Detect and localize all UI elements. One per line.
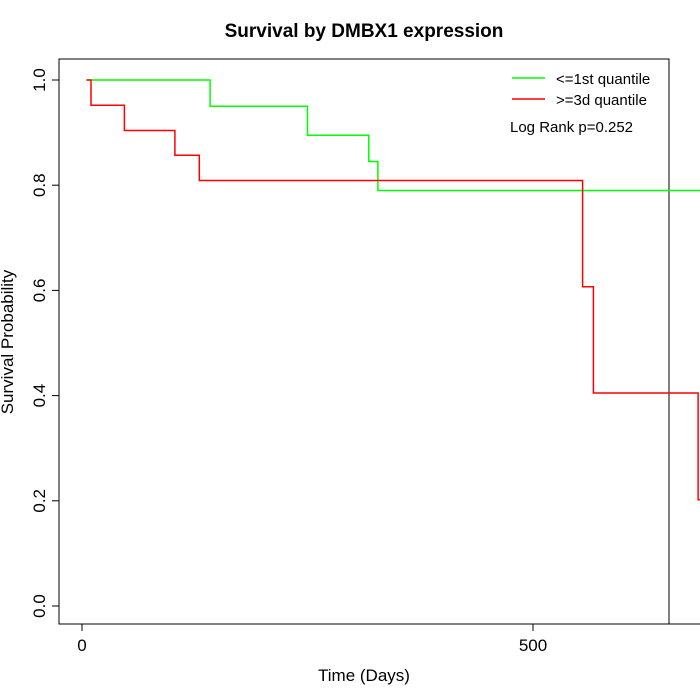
y-axis: 0.0 0.2 0.4 0.6 0.8 1.0 (30, 68, 60, 618)
log-rank-annotation: Log Rank p=0.252 (510, 119, 633, 136)
y-tick-label: 1.0 (30, 68, 49, 92)
chart-title: Survival by DMBX1 expression (225, 21, 504, 42)
y-tick-label: 0.8 (30, 173, 49, 197)
x-axis: 050010001500 (77, 623, 700, 655)
series-line-low-quantile (86, 79, 700, 192)
y-tick-label: 0.6 (30, 279, 49, 303)
y-axis-label: Survival Probability (0, 269, 17, 414)
x-tick-label: 500 (519, 636, 547, 655)
x-axis-label: Time (Days) (318, 666, 410, 685)
legend: <=1st quantile >=3d quantile (512, 71, 650, 109)
y-tick-label: 0.0 (30, 594, 49, 618)
y-tick-label: 0.2 (30, 489, 49, 513)
y-tick-label: 0.4 (30, 384, 49, 408)
plot-frame (58, 58, 670, 625)
series-layer (86, 79, 700, 501)
legend-label-low-quantile: <=1st quantile (556, 71, 650, 88)
series-line-high-quantile (86, 79, 700, 501)
legend-label-high-quantile: >=3d quantile (556, 92, 647, 109)
x-tick-label: 0 (77, 636, 86, 655)
